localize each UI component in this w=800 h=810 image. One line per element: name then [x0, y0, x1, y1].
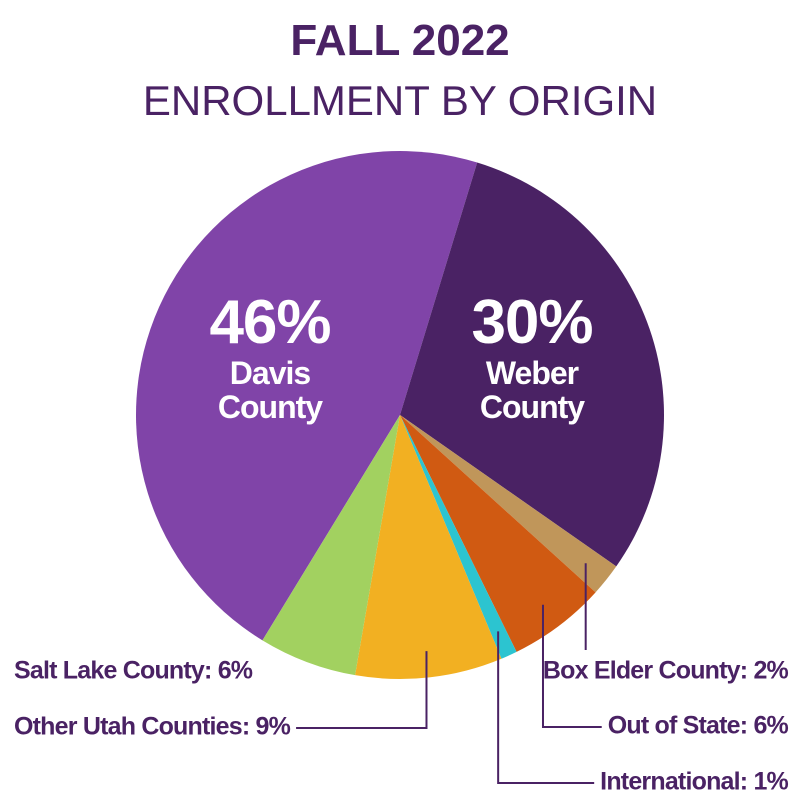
slice-label: 46% Davis County — [190, 288, 350, 425]
callout-label: Salt Lake County: 6% — [14, 657, 253, 685]
slice-value-label: 46% — [209, 288, 331, 357]
pie-slice — [400, 415, 596, 652]
slice-name: Davis County — [217, 355, 323, 425]
leader-line — [541, 604, 602, 728]
pie-slice — [355, 415, 502, 679]
leader-line — [296, 651, 428, 729]
leader-line — [497, 631, 595, 784]
pie-slice — [400, 415, 617, 593]
pie-slice — [400, 415, 517, 659]
chart-subtitle: ENROLLMENT BY ORIGIN — [143, 77, 657, 124]
callout-label: Out of State: 6% — [608, 712, 789, 740]
pie-slice — [400, 162, 665, 567]
callout-label: Other Utah Counties: 9% — [14, 713, 291, 741]
chart-title: FALL 2022 — [290, 16, 509, 65]
callout-label: International: 1% — [600, 768, 788, 796]
slice-name: Weber County — [479, 355, 585, 425]
callout-label: Box Elder County: 2% — [543, 657, 789, 685]
pie-slice — [262, 415, 400, 676]
slice-value-label: 30% — [471, 288, 593, 357]
slice-label: 30% Weber County — [452, 288, 612, 425]
pie-slice — [136, 151, 478, 641]
